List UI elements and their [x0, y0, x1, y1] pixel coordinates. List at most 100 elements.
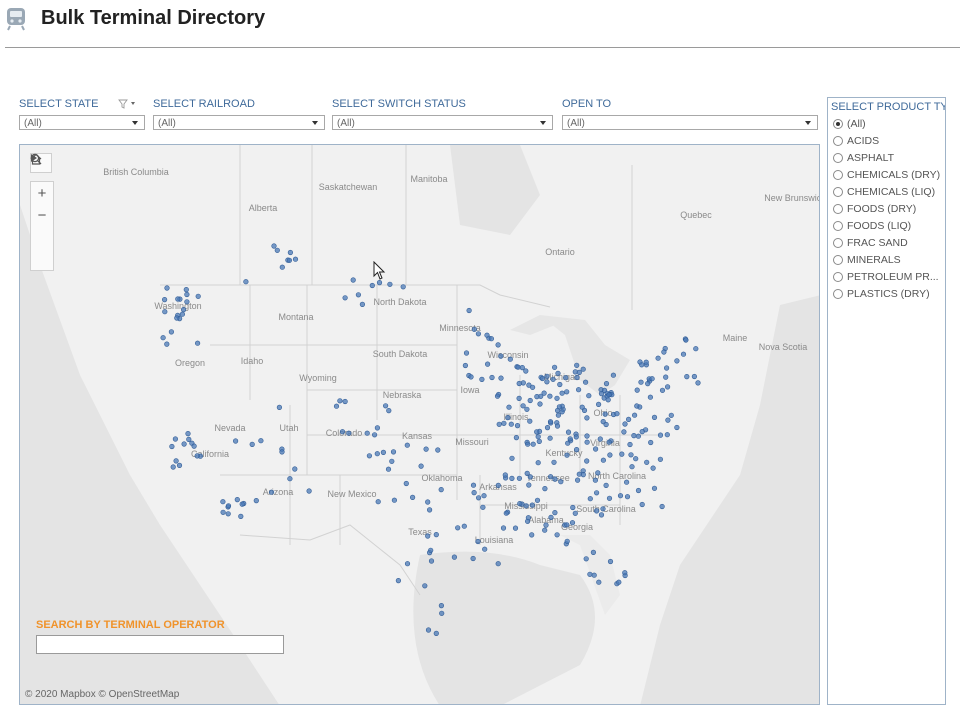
- terminal-marker[interactable]: [435, 447, 441, 453]
- terminal-marker[interactable]: [184, 291, 190, 298]
- terminal-marker[interactable]: [586, 393, 592, 399]
- terminal-marker[interactable]: [529, 532, 535, 538]
- terminal-marker[interactable]: [366, 453, 373, 459]
- terminal-marker[interactable]: [584, 439, 590, 445]
- terminal-marker[interactable]: [655, 355, 661, 361]
- terminal-marker[interactable]: [162, 309, 168, 315]
- terminal-marker[interactable]: [573, 434, 579, 440]
- terminal-marker[interactable]: [590, 549, 597, 556]
- terminal-marker[interactable]: [279, 449, 285, 455]
- terminal-marker[interactable]: [376, 280, 383, 286]
- terminal-marker[interactable]: [579, 404, 585, 410]
- terminal-marker[interactable]: [592, 446, 599, 452]
- terminal-marker[interactable]: [607, 452, 613, 458]
- terminal-marker[interactable]: [195, 293, 201, 299]
- product-option[interactable]: PLASTICS (DRY): [833, 285, 945, 302]
- terminal-marker[interactable]: [603, 421, 609, 428]
- terminal-marker[interactable]: [535, 460, 541, 466]
- terminal-marker[interactable]: [633, 456, 639, 462]
- terminal-marker[interactable]: [271, 243, 277, 249]
- terminal-marker[interactable]: [648, 439, 654, 446]
- terminal-marker[interactable]: [600, 506, 606, 512]
- terminal-marker[interactable]: [554, 423, 561, 429]
- terminal-marker[interactable]: [559, 390, 565, 396]
- terminal-marker[interactable]: [466, 307, 472, 314]
- terminal-marker[interactable]: [603, 381, 610, 387]
- terminal-marker[interactable]: [502, 472, 508, 478]
- terminal-marker[interactable]: [555, 412, 562, 418]
- product-option[interactable]: MINERALS: [833, 251, 945, 268]
- terminal-marker[interactable]: [564, 452, 570, 458]
- terminal-marker[interactable]: [544, 425, 551, 431]
- terminal-marker[interactable]: [624, 494, 631, 500]
- terminal-marker[interactable]: [495, 561, 501, 567]
- state-dropdown[interactable]: (All): [19, 115, 145, 130]
- terminal-marker[interactable]: [536, 438, 542, 445]
- terminal-marker[interactable]: [680, 351, 687, 357]
- terminal-marker[interactable]: [468, 374, 474, 380]
- terminal-marker[interactable]: [508, 421, 514, 427]
- terminal-marker[interactable]: [583, 556, 589, 562]
- terminal-marker[interactable]: [554, 532, 560, 538]
- terminal-marker[interactable]: [534, 394, 540, 400]
- terminal-marker[interactable]: [169, 443, 175, 450]
- terminal-marker[interactable]: [462, 362, 469, 369]
- terminal-marker[interactable]: [534, 497, 541, 503]
- terminal-marker[interactable]: [425, 533, 431, 539]
- terminal-marker[interactable]: [181, 441, 187, 447]
- terminal-marker[interactable]: [519, 365, 525, 371]
- product-option[interactable]: (All): [833, 115, 945, 132]
- terminal-marker[interactable]: [287, 476, 293, 482]
- radio-icon[interactable]: [833, 271, 843, 282]
- terminal-marker[interactable]: [558, 479, 564, 485]
- terminal-marker[interactable]: [276, 404, 283, 411]
- home-icon[interactable]: [30, 153, 53, 248]
- terminal-marker[interactable]: [410, 494, 416, 501]
- terminal-marker[interactable]: [547, 474, 554, 480]
- terminal-marker[interactable]: [576, 369, 582, 375]
- terminal-marker[interactable]: [559, 409, 565, 415]
- terminal-marker[interactable]: [173, 458, 179, 464]
- terminal-marker[interactable]: [569, 520, 576, 526]
- terminal-marker[interactable]: [645, 381, 651, 387]
- terminal-marker[interactable]: [544, 379, 550, 385]
- terminal-marker[interactable]: [489, 374, 495, 381]
- funnel-icon[interactable]: [118, 99, 136, 109]
- terminal-marker[interactable]: [602, 411, 608, 417]
- terminal-marker[interactable]: [500, 525, 507, 531]
- radio-icon[interactable]: [833, 169, 843, 180]
- terminal-marker[interactable]: [631, 433, 637, 439]
- terminal-marker[interactable]: [523, 368, 529, 374]
- terminal-marker[interactable]: [279, 264, 285, 270]
- terminal-marker[interactable]: [587, 571, 593, 577]
- terminal-marker[interactable]: [619, 451, 625, 457]
- terminal-marker[interactable]: [593, 508, 600, 514]
- terminal-marker[interactable]: [643, 359, 649, 365]
- terminal-marker[interactable]: [395, 578, 402, 584]
- terminal-marker[interactable]: [404, 442, 410, 448]
- terminal-marker[interactable]: [485, 361, 491, 367]
- terminal-marker[interactable]: [547, 419, 554, 425]
- terminal-marker[interactable]: [471, 490, 477, 496]
- terminal-marker[interactable]: [574, 362, 580, 368]
- terminal-marker[interactable]: [647, 394, 654, 400]
- terminal-marker[interactable]: [551, 459, 557, 465]
- terminal-marker[interactable]: [556, 404, 563, 410]
- terminal-marker[interactable]: [621, 429, 627, 435]
- terminal-marker[interactable]: [369, 282, 375, 289]
- terminal-marker[interactable]: [425, 499, 431, 505]
- terminal-marker[interactable]: [512, 525, 519, 531]
- terminal-marker[interactable]: [584, 458, 590, 464]
- radio-icon[interactable]: [833, 186, 843, 197]
- terminal-marker[interactable]: [337, 398, 343, 404]
- terminal-marker[interactable]: [292, 466, 298, 472]
- terminal-marker[interactable]: [481, 493, 487, 499]
- terminal-marker[interactable]: [375, 499, 381, 505]
- terminal-marker[interactable]: [418, 463, 424, 469]
- terminal-marker[interactable]: [495, 482, 501, 489]
- terminal-marker[interactable]: [649, 376, 655, 382]
- terminal-marker[interactable]: [535, 434, 541, 440]
- terminal-marker[interactable]: [470, 555, 476, 562]
- terminal-marker[interactable]: [605, 397, 611, 403]
- terminal-marker[interactable]: [238, 513, 244, 520]
